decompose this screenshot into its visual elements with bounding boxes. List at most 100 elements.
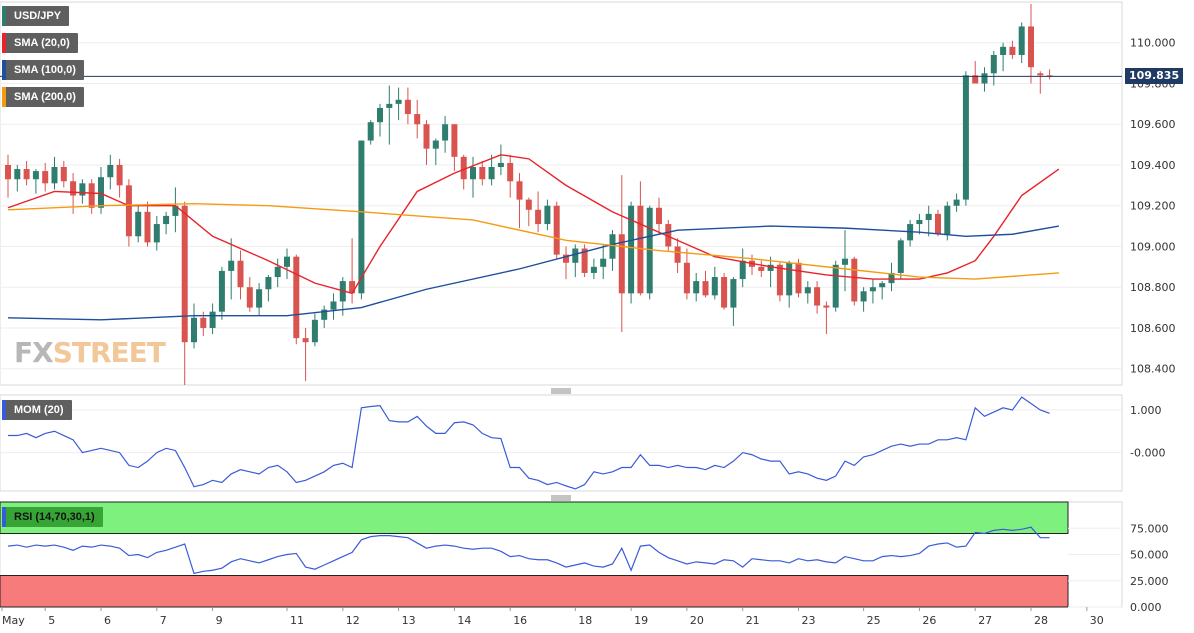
price-tick-label: 109.400 bbox=[1130, 159, 1176, 172]
x-tick-label: 20 bbox=[690, 614, 704, 627]
x-tick-label: 7 bbox=[160, 614, 167, 627]
candle-up bbox=[786, 262, 793, 296]
candle-up bbox=[228, 260, 235, 271]
candle-up bbox=[590, 266, 597, 273]
rsi-line bbox=[7, 526, 1050, 575]
x-tick-label: 27 bbox=[978, 614, 992, 627]
candle-up bbox=[628, 205, 635, 294]
candle-down bbox=[683, 262, 690, 294]
mom-tick-label: -0.000 bbox=[1130, 447, 1165, 460]
candle-up bbox=[191, 317, 197, 343]
candle-down bbox=[246, 287, 253, 308]
candle-up bbox=[711, 277, 718, 296]
sma100-line bbox=[7, 225, 1060, 321]
legend-mom[interactable]: MOM (20) bbox=[2, 400, 72, 420]
x-tick-label: 9 bbox=[216, 614, 223, 627]
candle-up bbox=[274, 266, 281, 278]
candle-down bbox=[181, 205, 188, 343]
candle-up bbox=[172, 205, 179, 216]
x-tick-label: 26 bbox=[922, 614, 936, 627]
candle-down bbox=[525, 199, 532, 210]
x-tick-label: 30 bbox=[1090, 614, 1104, 627]
candle-down bbox=[702, 281, 709, 296]
candle-down bbox=[581, 248, 588, 273]
momentum-panel[interactable]: 1.000 -0.000 bbox=[0, 394, 1165, 492]
candle-up bbox=[693, 281, 700, 294]
candle-up bbox=[256, 289, 263, 308]
current-price-tag: 109.835 bbox=[1125, 68, 1184, 85]
candle-up bbox=[284, 256, 290, 267]
candle-down bbox=[563, 254, 569, 263]
legend-usdjpy[interactable]: USD/JPY bbox=[2, 6, 70, 26]
candle-down bbox=[60, 167, 67, 182]
candle-down bbox=[553, 205, 560, 255]
rsi-tick-label: 75.000 bbox=[1130, 522, 1169, 535]
legend-sma200[interactable]: SMA (200,0) bbox=[2, 87, 84, 107]
fxstreet-logo: FXSTREET bbox=[14, 336, 166, 369]
price-panel[interactable]: 110.000109.800109.600109.400109.200109.0… bbox=[0, 1, 1176, 386]
x-tick-label: 14 bbox=[457, 614, 471, 627]
candle-down bbox=[618, 234, 625, 294]
candle-up bbox=[135, 211, 142, 237]
candle-down bbox=[674, 246, 681, 263]
candle-down bbox=[144, 211, 151, 243]
price-tick-label: 108.400 bbox=[1130, 363, 1176, 376]
legend-usdjpy-label: USD/JPY bbox=[14, 10, 62, 22]
candle-down bbox=[516, 181, 523, 200]
candle-up bbox=[739, 260, 746, 280]
candle-up bbox=[209, 311, 216, 328]
sma20-line bbox=[7, 154, 1060, 295]
candle-up bbox=[98, 177, 104, 208]
candle-up bbox=[79, 183, 86, 196]
candle-up bbox=[442, 124, 449, 141]
candle-down bbox=[23, 169, 30, 180]
candle-up bbox=[14, 169, 21, 180]
x-tick-label: 11 bbox=[290, 614, 304, 627]
rsi-overbought-zone bbox=[0, 501, 1069, 534]
candle-up bbox=[432, 140, 439, 149]
candle-down bbox=[479, 167, 486, 180]
price-tick-label: 108.600 bbox=[1130, 322, 1176, 335]
candle-down bbox=[972, 75, 979, 84]
candle-down bbox=[70, 181, 77, 196]
candle-down bbox=[776, 264, 783, 296]
candle-up bbox=[879, 283, 886, 288]
candle-up bbox=[1000, 46, 1007, 55]
candle-up bbox=[600, 258, 607, 267]
x-axis: May 5 6 7 9 11 12 13 14 16 18 19 20 21 23 25 26 27 28 30 bbox=[1, 607, 1104, 627]
x-tick-label: 18 bbox=[578, 614, 592, 627]
candle-down bbox=[1028, 26, 1034, 68]
candle-down bbox=[302, 338, 309, 343]
candle-down bbox=[460, 156, 467, 180]
candle-up bbox=[888, 272, 895, 284]
candle-down bbox=[535, 209, 542, 225]
price-tick-label: 108.800 bbox=[1130, 281, 1176, 294]
rsi-tick-label: 25.000 bbox=[1130, 575, 1169, 588]
candle-up bbox=[925, 213, 932, 220]
rsi-panel[interactable]: 75.000 50.000 25.000 0.000 bbox=[0, 501, 1169, 614]
candle-down bbox=[721, 277, 728, 308]
legend-sma100[interactable]: SMA (100,0) bbox=[2, 60, 84, 80]
candle-down bbox=[1037, 73, 1044, 76]
legend-sma200-label: SMA (200,0) bbox=[14, 91, 76, 103]
panel-splitters[interactable] bbox=[551, 388, 571, 501]
price-tick-label: 109.000 bbox=[1130, 240, 1176, 253]
x-tick-label: 21 bbox=[746, 614, 760, 627]
rsi-oversold-zone bbox=[0, 575, 1069, 608]
candle-up bbox=[1018, 26, 1025, 55]
candle-up bbox=[730, 279, 737, 308]
price-tick-label: 109.200 bbox=[1130, 200, 1176, 213]
rsi-tick-label: 0.000 bbox=[1130, 601, 1162, 614]
candle-up bbox=[395, 99, 402, 104]
candle-up bbox=[377, 107, 383, 123]
candle-up bbox=[767, 264, 774, 271]
candle-down bbox=[795, 262, 802, 294]
candle-up bbox=[646, 207, 653, 294]
candle-up bbox=[265, 277, 272, 290]
candle-up bbox=[897, 240, 904, 273]
legend-rsi[interactable]: RSI (14,70,30,1) bbox=[2, 507, 103, 527]
legend-sma20[interactable]: SMA (20,0) bbox=[2, 33, 78, 53]
x-tick-label: 12 bbox=[346, 614, 360, 627]
candle-up bbox=[497, 162, 504, 168]
